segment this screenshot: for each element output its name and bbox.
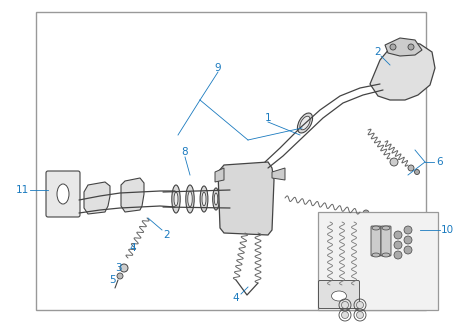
Circle shape (404, 246, 412, 254)
Bar (318, 212, 438, 310)
Ellipse shape (372, 253, 380, 257)
Ellipse shape (372, 226, 380, 230)
Text: 4: 4 (130, 243, 136, 253)
Circle shape (363, 210, 369, 216)
Circle shape (390, 158, 398, 166)
Ellipse shape (202, 192, 206, 206)
Text: 2: 2 (375, 47, 382, 57)
Polygon shape (121, 178, 144, 212)
FancyBboxPatch shape (46, 171, 80, 217)
Bar (36, 12, 426, 310)
Circle shape (120, 264, 128, 272)
Circle shape (408, 44, 414, 50)
Circle shape (414, 169, 419, 174)
Text: 2: 2 (164, 230, 170, 240)
Text: 1: 1 (265, 113, 271, 123)
Circle shape (357, 312, 363, 319)
Ellipse shape (382, 226, 390, 230)
Ellipse shape (172, 185, 180, 213)
Polygon shape (218, 162, 274, 235)
Circle shape (404, 236, 412, 244)
Ellipse shape (297, 113, 313, 133)
Circle shape (342, 302, 349, 309)
Ellipse shape (300, 116, 310, 130)
Ellipse shape (174, 192, 178, 206)
Circle shape (117, 273, 123, 279)
FancyBboxPatch shape (381, 226, 391, 256)
Text: 10: 10 (440, 225, 454, 235)
Circle shape (394, 231, 402, 239)
FancyBboxPatch shape (319, 281, 359, 309)
Polygon shape (215, 168, 224, 182)
Circle shape (404, 226, 412, 234)
Ellipse shape (188, 191, 192, 207)
Text: 5: 5 (109, 275, 115, 285)
Polygon shape (272, 168, 285, 180)
Polygon shape (370, 42, 435, 100)
Text: 11: 11 (15, 185, 29, 195)
Text: 8: 8 (181, 147, 188, 157)
Circle shape (342, 312, 349, 319)
Text: 3: 3 (115, 263, 121, 273)
Circle shape (357, 302, 363, 309)
Text: 4: 4 (233, 293, 239, 303)
Ellipse shape (186, 185, 194, 213)
Ellipse shape (57, 184, 69, 204)
Circle shape (408, 165, 414, 171)
Circle shape (394, 251, 402, 259)
Ellipse shape (332, 291, 346, 301)
Circle shape (390, 44, 396, 50)
Text: 9: 9 (215, 63, 221, 73)
Polygon shape (385, 38, 422, 56)
Ellipse shape (213, 188, 219, 210)
FancyBboxPatch shape (371, 226, 381, 256)
Ellipse shape (382, 253, 390, 257)
Circle shape (394, 241, 402, 249)
Polygon shape (84, 182, 110, 214)
Ellipse shape (214, 193, 218, 205)
Ellipse shape (200, 186, 208, 212)
Text: 6: 6 (437, 157, 443, 167)
